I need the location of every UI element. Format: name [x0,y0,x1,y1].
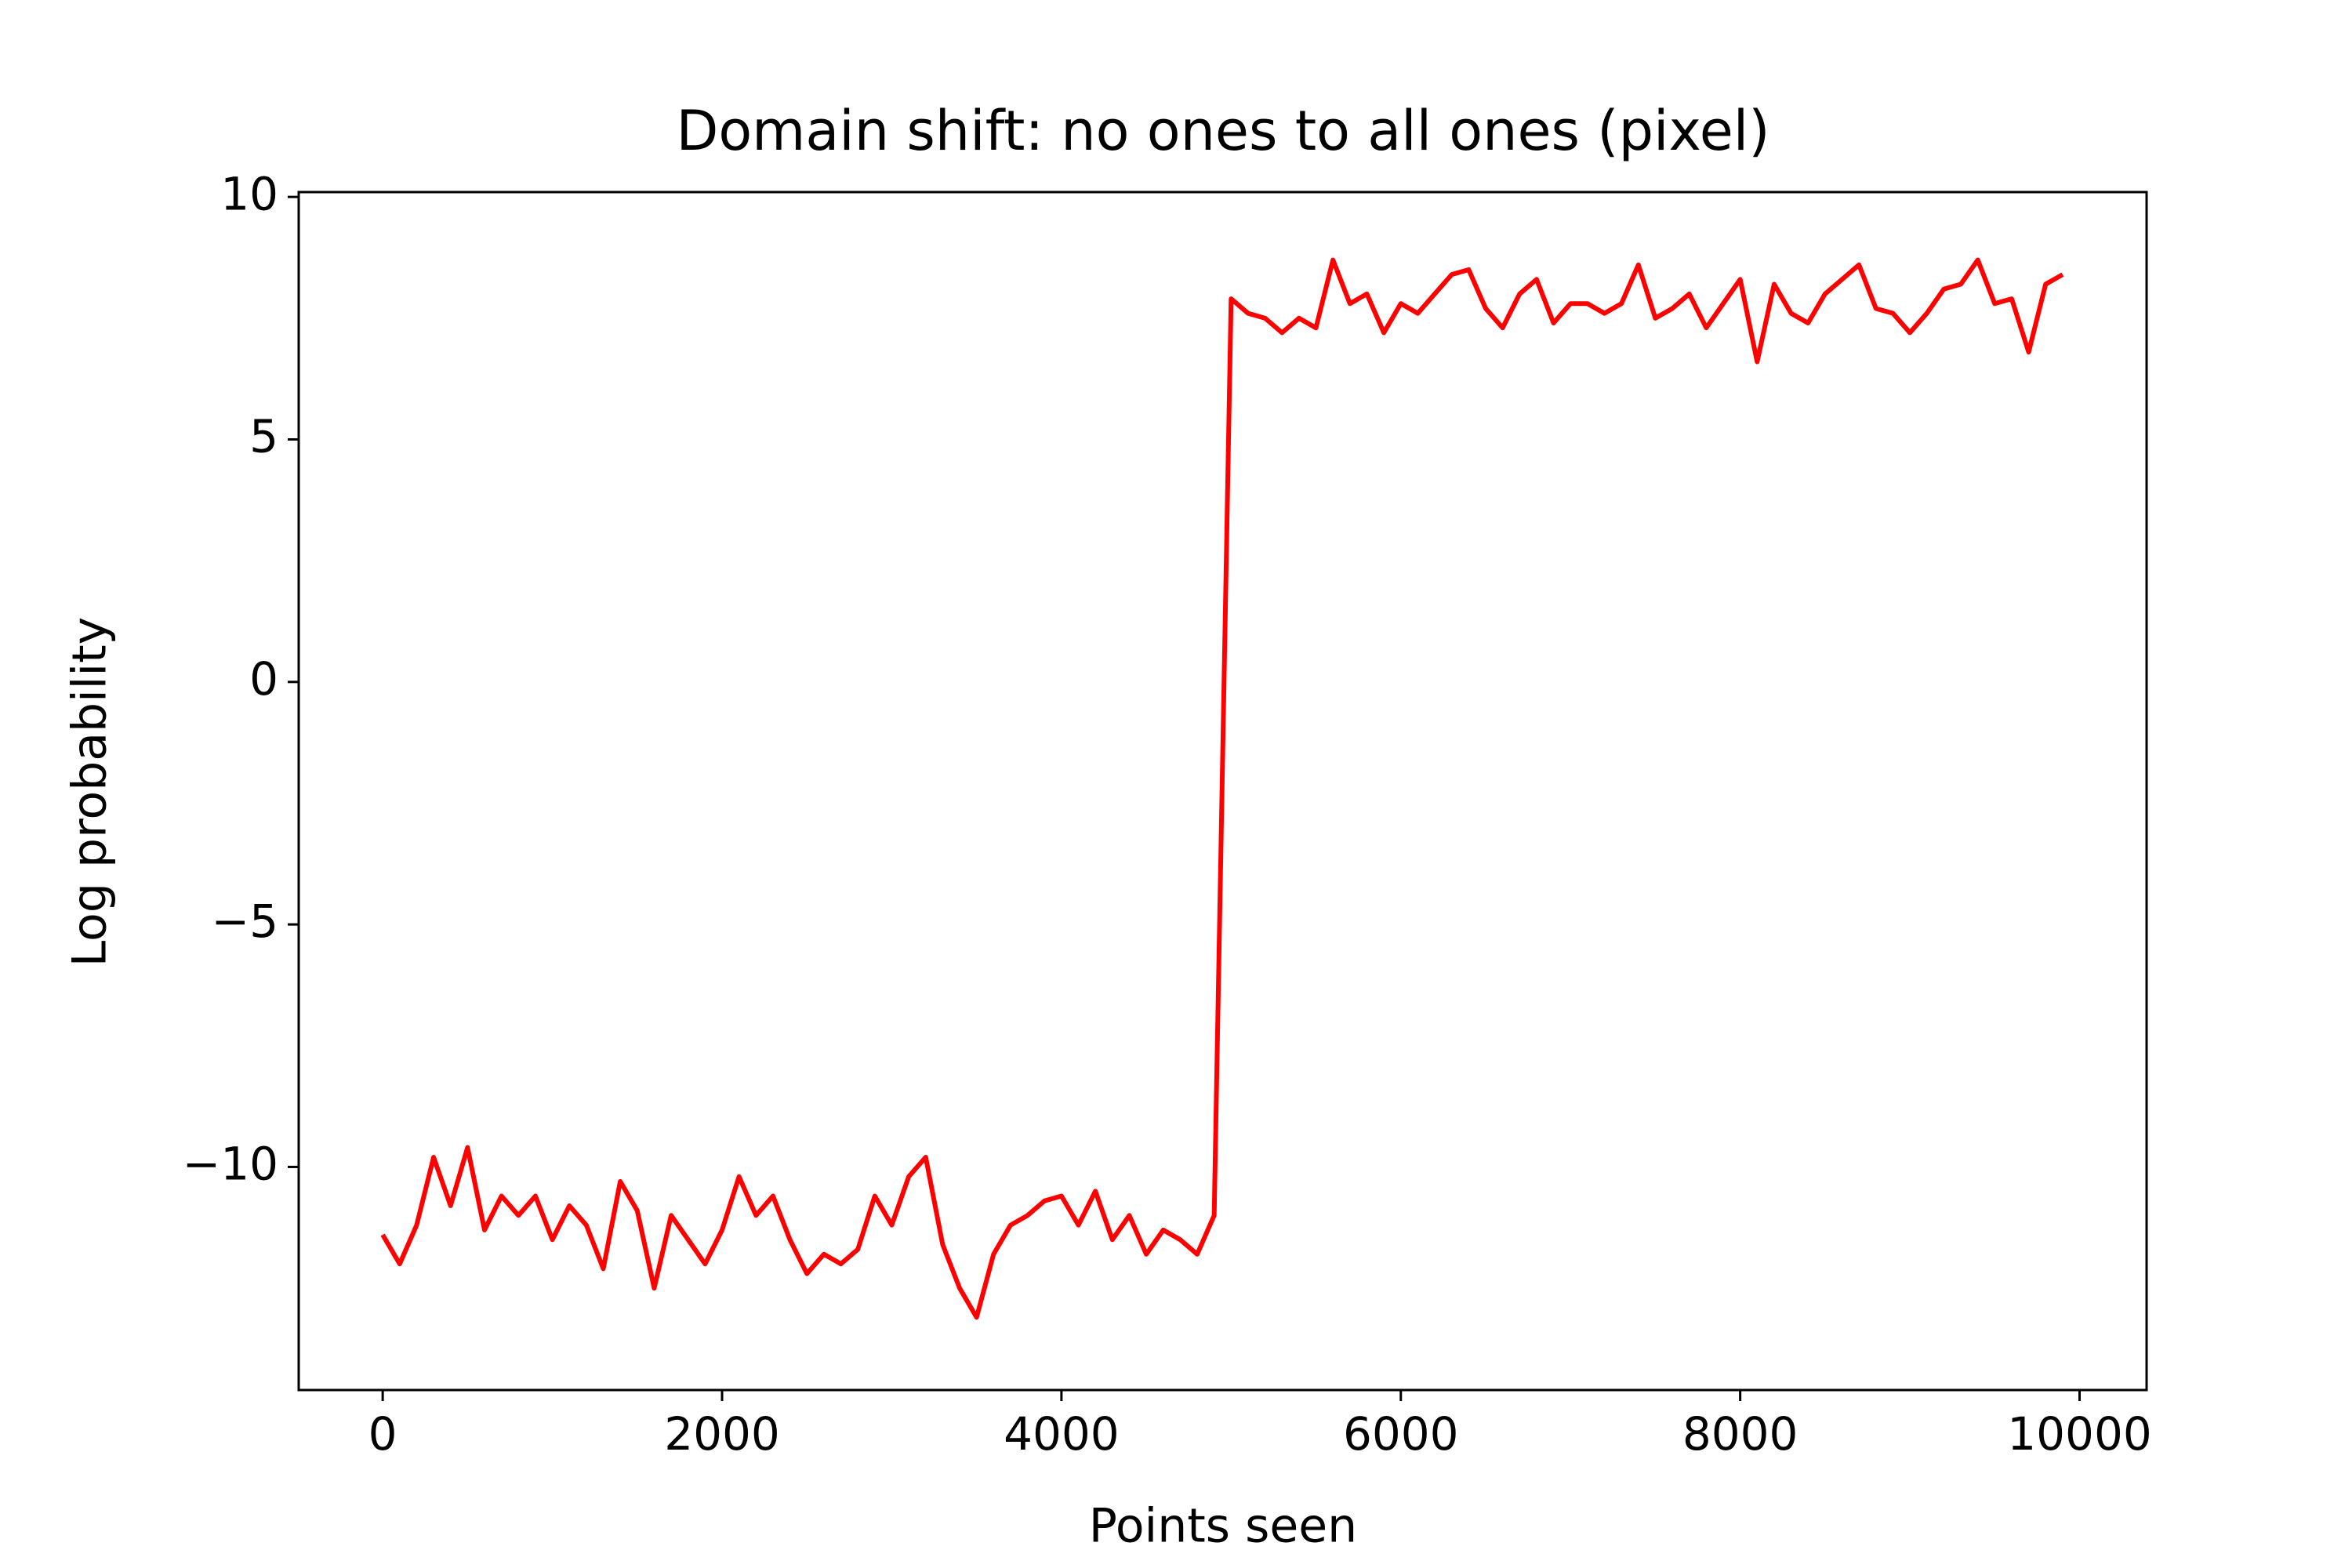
x-tick-label: 0 [368,1407,397,1461]
y-tick-label: −5 [212,895,279,948]
x-tick-label: 2000 [664,1407,780,1461]
data-line [380,257,2064,1320]
x-axis-label: Points seen [1089,1499,1357,1554]
x-tick-label: 4000 [1004,1407,1120,1461]
y-tick-label: 10 [220,167,278,220]
y-tick-label: 5 [249,410,278,463]
plot-frame [297,191,2148,1392]
x-tick-label: 10000 [2007,1407,2152,1461]
chart-title: Domain shift: no ones to all ones (pixel… [676,99,1769,163]
y-tick-label: −10 [183,1138,278,1191]
x-tick-label: 8000 [1682,1407,1798,1461]
y-axis-label: Log probability [63,617,118,967]
y-tick-label: 0 [249,652,278,706]
x-tick-label: 6000 [1343,1407,1459,1461]
